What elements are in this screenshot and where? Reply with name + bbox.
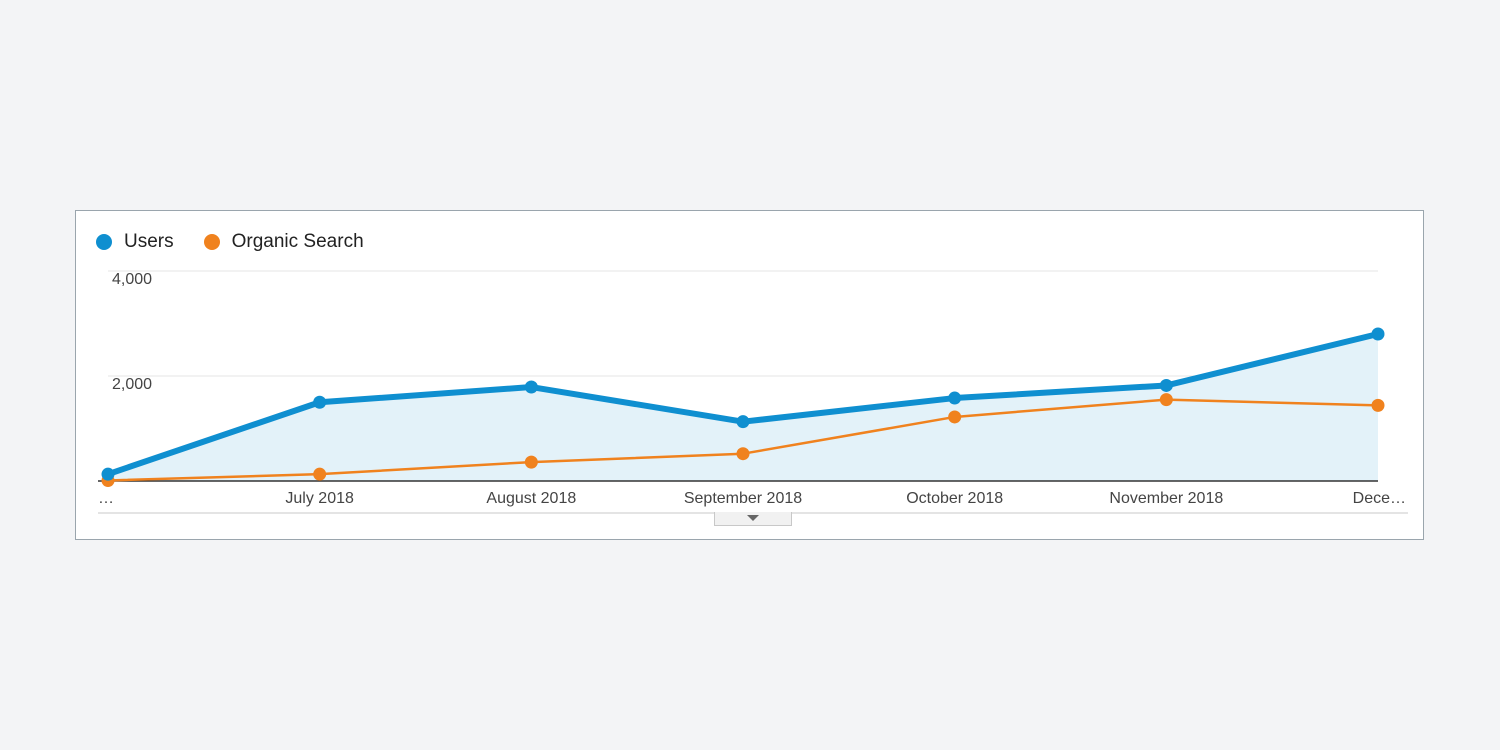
x-tick-label: September 2018 bbox=[684, 490, 802, 507]
y-tick-label: 4,000 bbox=[112, 271, 152, 288]
chart-panel: Users Organic Search 2,000 4,000 … July 201… bbox=[75, 210, 1424, 540]
users-point[interactable] bbox=[313, 395, 327, 409]
users-area bbox=[108, 334, 1378, 481]
chevron-down-icon bbox=[747, 515, 759, 521]
legend-item-users[interactable]: Users bbox=[96, 231, 174, 253]
x-tick-label: Dece… bbox=[1353, 490, 1406, 507]
x-tick-label: July 2018 bbox=[285, 490, 354, 507]
users-point[interactable] bbox=[524, 380, 538, 394]
x-tick-label: August 2018 bbox=[486, 490, 576, 507]
organic-search-point[interactable] bbox=[524, 455, 538, 469]
line-chart: 2,000 4,000 … July 2018 August 2018 September… bbox=[98, 270, 1408, 514]
y-tick-label: 2,000 bbox=[112, 376, 152, 393]
users-legend-dot bbox=[96, 234, 112, 250]
x-tick-label: October 2018 bbox=[906, 490, 1003, 507]
users-point[interactable] bbox=[736, 415, 750, 429]
users-point[interactable] bbox=[1371, 327, 1385, 341]
users-legend-label: Users bbox=[124, 231, 174, 252]
organic-legend-label: Organic Search bbox=[231, 231, 364, 252]
legend: Users Organic Search bbox=[96, 231, 394, 253]
legend-item-organic-search[interactable]: Organic Search bbox=[203, 231, 364, 253]
organic-search-point[interactable] bbox=[1159, 393, 1173, 407]
expand-chart-button[interactable] bbox=[714, 512, 792, 526]
users-point[interactable] bbox=[101, 467, 115, 481]
organic-search-point[interactable] bbox=[313, 467, 327, 481]
users-point[interactable] bbox=[948, 391, 962, 405]
organic-search-point[interactable] bbox=[736, 447, 750, 461]
x-tick-label: November 2018 bbox=[1109, 490, 1223, 507]
organic-search-point[interactable] bbox=[1371, 398, 1385, 412]
x-tick-label: … bbox=[98, 490, 114, 507]
organic-search-point[interactable] bbox=[948, 410, 962, 424]
users-point[interactable] bbox=[1159, 378, 1173, 392]
organic-legend-dot bbox=[203, 234, 220, 250]
